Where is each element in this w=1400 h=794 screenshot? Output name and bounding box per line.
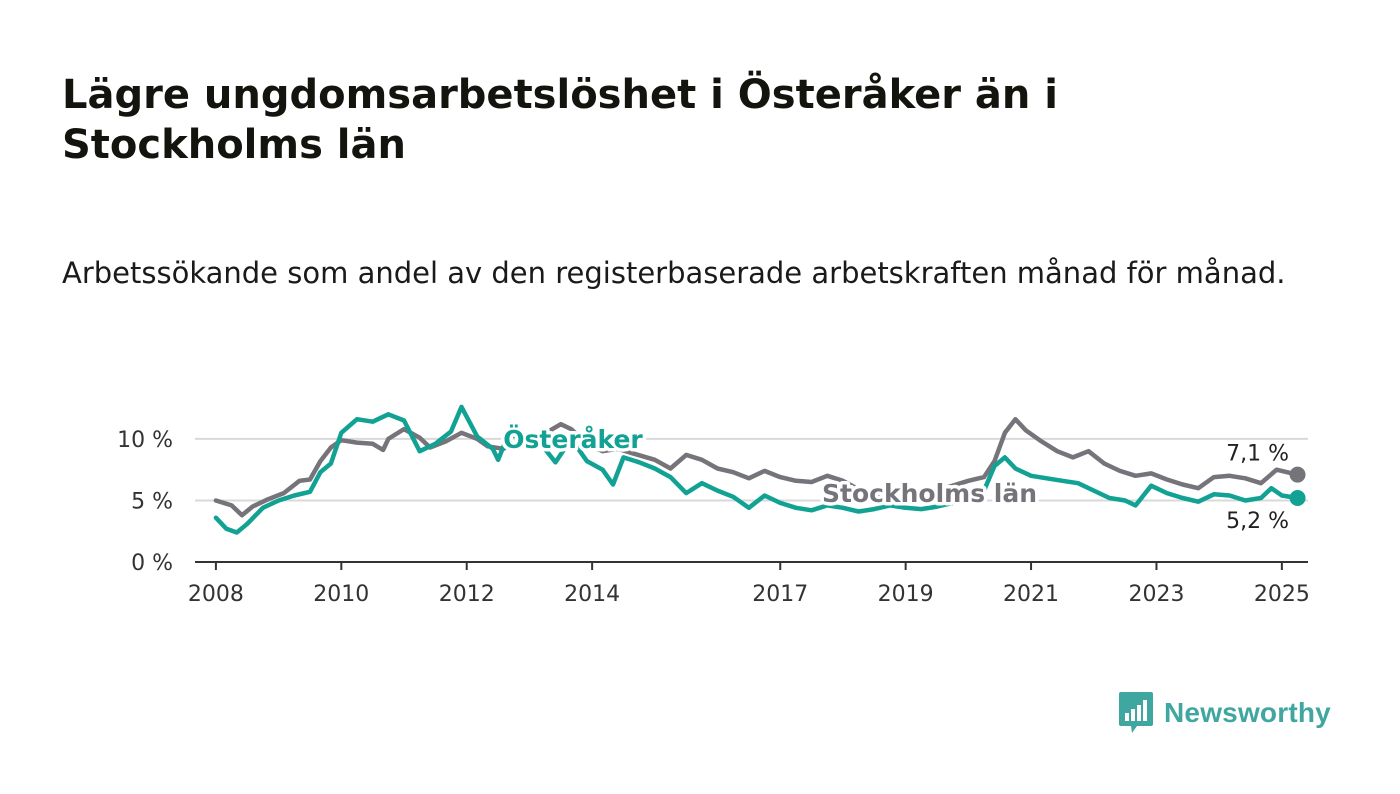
x-tick-label: 2010 [313, 582, 369, 607]
series-lines [213, 404, 1306, 535]
y-tick-label: 10 % [117, 428, 173, 453]
end-value-label: 5,2 % [1226, 509, 1289, 534]
x-tick-label: 2008 [188, 582, 244, 607]
x-tick-label: 2021 [1003, 582, 1059, 607]
x-tick-label: 2019 [878, 582, 934, 607]
newsworthy-logo: Newsworthy [1118, 690, 1331, 736]
x-tick-label: 2012 [439, 582, 495, 607]
series-end-marker-osteraker [1289, 490, 1306, 506]
series-end-marker-stockholm [1289, 466, 1306, 483]
series-line-stockholm [213, 416, 1300, 518]
series-line-osteraker [213, 404, 1300, 535]
y-tick-label: 0 % [131, 551, 173, 576]
gridlines [195, 437, 1308, 502]
series-labels: 7,1 % 5,2 % Österåker Stockholms län [500, 420, 1289, 534]
y-axis: 0 % 5 % 10 % [117, 428, 173, 576]
x-tick-label: 2017 [752, 582, 808, 607]
x-tick-label: 2025 [1254, 582, 1310, 607]
end-value-label: 7,1 % [1226, 442, 1289, 467]
chart-title: Lägre ungdomsarbetslöshet i Österåker än… [62, 72, 1058, 168]
x-tick-label: 2014 [564, 582, 620, 607]
x-tick-label: 2023 [1128, 582, 1184, 607]
brand-name: Newsworthy [1164, 697, 1331, 728]
x-axis: 2008 2010 2012 2014 2017 2019 2021 2023 2025 [188, 561, 1310, 607]
y-tick-label: 5 % [131, 489, 173, 514]
series-label-stockholm: Stockholms län [822, 479, 1037, 508]
bar-chart-speech-bubble-icon [1119, 692, 1153, 733]
chart-subtitle: Arbetssökande som andel av den registerb… [62, 256, 1286, 290]
series-label-osteraker: Österåker [503, 424, 643, 454]
